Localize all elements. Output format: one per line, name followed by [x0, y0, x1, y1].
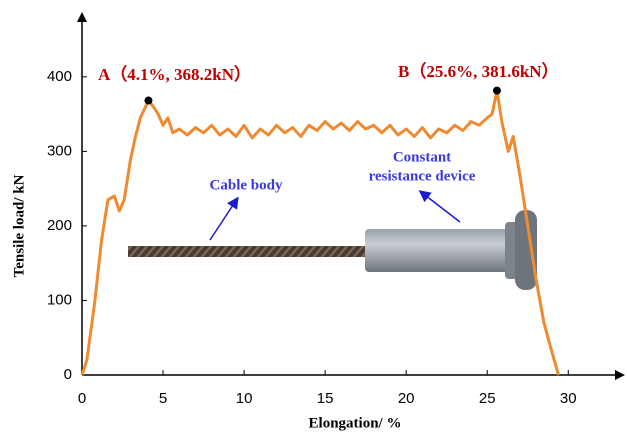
- annotation: B（25.6%, 381.6kN）: [398, 61, 559, 81]
- x-tick-label: 25: [479, 390, 496, 407]
- axis-arrow: [615, 370, 625, 380]
- y-axis-label: Tensile load/ kN: [11, 174, 27, 277]
- y-tick-label: 300: [47, 142, 72, 159]
- y-tick-label: 100: [47, 291, 72, 308]
- device-image: [128, 210, 537, 290]
- x-tick-label: 30: [560, 390, 577, 407]
- x-tick-label: 0: [78, 390, 86, 407]
- y-tick-label: 400: [47, 68, 72, 85]
- callout: Constant: [393, 149, 451, 165]
- x-tick-label: 10: [236, 390, 253, 407]
- x-tick-label: 20: [398, 390, 415, 407]
- callout: Cable body: [210, 177, 283, 193]
- x-tick-label: 15: [317, 390, 334, 407]
- annotation: A（4.1%, 368.2kN）: [98, 64, 251, 84]
- x-axis-label: Elongation/ %: [309, 415, 402, 431]
- axis-arrow: [77, 12, 87, 22]
- arrow: [209, 196, 239, 241]
- x-tick-label: 5: [159, 390, 167, 407]
- y-tick-label: 0: [64, 366, 72, 383]
- callout: resistance device: [369, 168, 476, 184]
- arrow: [418, 190, 461, 223]
- peak-point: [492, 86, 501, 95]
- y-tick-label: 200: [47, 217, 72, 234]
- peak-point: [144, 96, 153, 105]
